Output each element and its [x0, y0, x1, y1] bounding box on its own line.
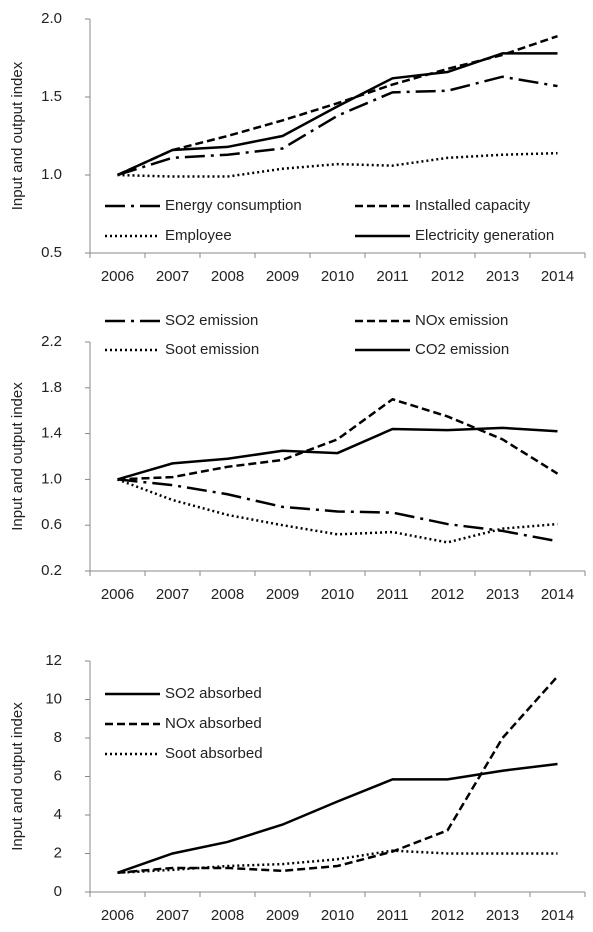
x-tick-label: 2012	[431, 268, 464, 285]
x-tick-label: 2014	[541, 907, 574, 924]
y-tick-label: 8	[54, 729, 62, 746]
x-tick-label: 2011	[376, 586, 408, 603]
x-tick-label: 2009	[266, 907, 299, 924]
x-tick-label: 2014	[541, 268, 574, 285]
series-line	[117, 478, 558, 543]
series-line	[117, 675, 559, 874]
x-tick-label: 2013	[486, 268, 519, 285]
x-tick-label: 2012	[431, 907, 464, 924]
legend-label: Employee	[165, 227, 232, 244]
x-tick-label: 2007	[156, 268, 189, 285]
x-tick-label: 2007	[156, 586, 189, 603]
x-tick-label: 2011	[376, 268, 408, 285]
x-tick-label: 2007	[156, 907, 189, 924]
x-tick-label: 2011	[376, 907, 408, 924]
legend-label: SO2 absorbed	[165, 685, 262, 702]
y-tick-label: 0.6	[41, 516, 62, 533]
y-tick-label: 4	[54, 806, 62, 823]
series-line	[117, 75, 558, 177]
y-tick-label: 10	[45, 690, 62, 707]
x-tick-label: 2010	[321, 907, 354, 924]
series-line	[117, 478, 558, 544]
series-line	[117, 397, 559, 481]
y-tick-label: 0.5	[41, 244, 62, 261]
y-tick-label: 2	[54, 844, 62, 861]
legend-label: NOx emission	[415, 312, 508, 329]
legend-label: SO2 emission	[165, 312, 258, 329]
series-line	[117, 151, 558, 178]
series-line	[116, 52, 558, 177]
series-line	[117, 849, 558, 874]
x-tick-label: 2014	[541, 586, 574, 603]
x-tick-label: 2013	[486, 907, 519, 924]
x-tick-label: 2006	[101, 268, 134, 285]
x-tick-label: 2008	[211, 586, 244, 603]
x-tick-label: 2006	[101, 586, 134, 603]
y-tick-label: 1.0	[41, 166, 62, 183]
y-tick-label: 2.2	[41, 333, 62, 350]
y-tick-label: 0.2	[41, 562, 62, 579]
y-tick-label: 1.8	[41, 379, 62, 396]
x-tick-label: 2012	[431, 586, 464, 603]
legend-label: Soot emission	[165, 341, 259, 358]
legend-label: NOx absorbed	[165, 715, 262, 732]
y-tick-label: 12	[45, 652, 62, 669]
y-tick-label: 1.5	[41, 88, 62, 105]
x-tick-label: 2008	[211, 907, 244, 924]
y-axis-title: Input and output index	[9, 382, 26, 531]
series-line	[117, 426, 558, 481]
y-axis-title: Input and output index	[9, 702, 26, 851]
x-tick-label: 2013	[486, 586, 519, 603]
legend-label: Soot absorbed	[165, 745, 263, 762]
x-tick-label: 2009	[266, 268, 299, 285]
x-tick-label: 2009	[266, 586, 299, 603]
x-tick-label: 2010	[321, 586, 354, 603]
y-tick-label: 1.0	[41, 470, 62, 487]
series-line	[117, 762, 558, 874]
x-tick-label: 2006	[101, 907, 134, 924]
y-axis-title: Input and output index	[9, 61, 26, 210]
y-tick-label: 0	[54, 883, 62, 900]
y-tick-label: 6	[54, 767, 62, 784]
x-tick-label: 2010	[321, 268, 354, 285]
legend-label: Installed capacity	[415, 197, 531, 214]
legend-label: CO2 emission	[415, 341, 509, 358]
y-tick-label: 1.4	[41, 425, 62, 442]
x-tick-label: 2008	[211, 268, 244, 285]
legend-label: Energy consumption	[165, 197, 302, 214]
y-tick-label: 2.0	[41, 10, 62, 27]
legend-label: Electricity generation	[415, 227, 554, 244]
